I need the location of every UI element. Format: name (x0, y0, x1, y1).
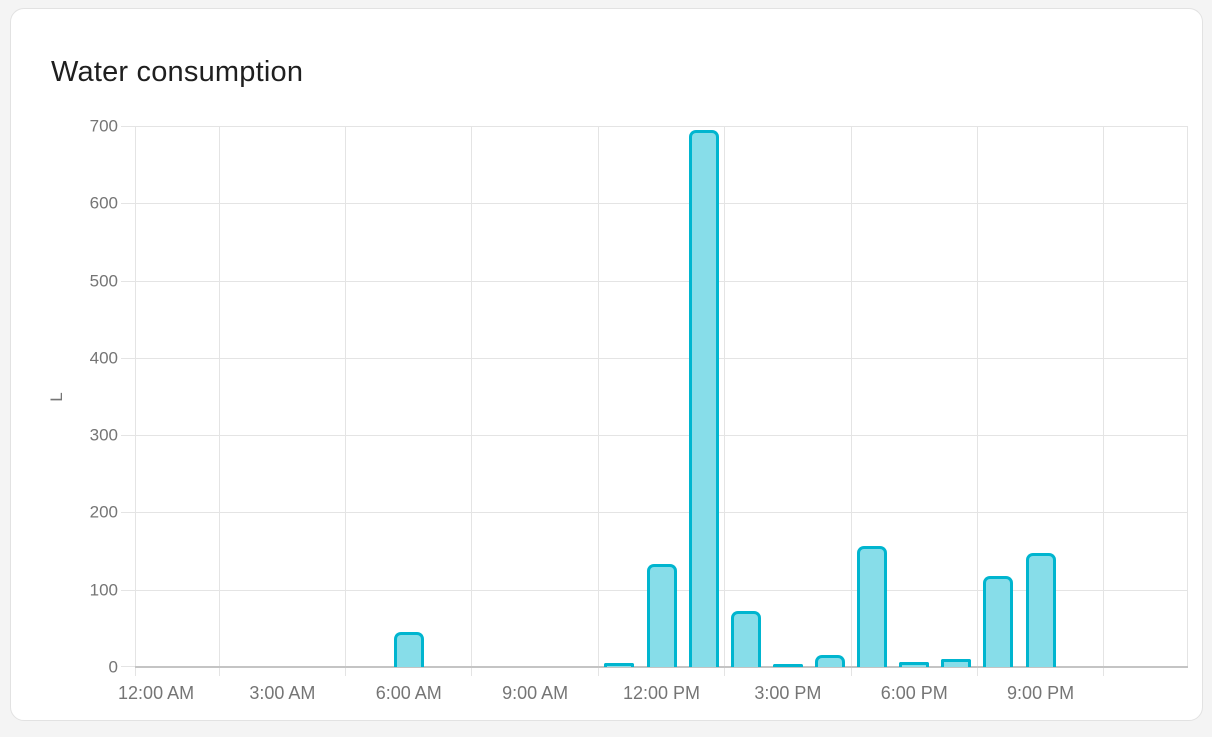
x-gridline (218, 126, 220, 676)
y-tick-mark (121, 203, 135, 205)
x-gridline (471, 126, 473, 676)
bar-hour-20[interactable] (983, 575, 1014, 667)
y-tick-label: 700 (89, 116, 118, 136)
y-tick-mark (121, 666, 135, 667)
card-title: Water consumption (51, 56, 304, 88)
bar-hour-14[interactable] (730, 610, 761, 667)
x-gridline (724, 126, 726, 676)
bar-hour-13[interactable] (688, 129, 719, 667)
y-tick-mark (121, 126, 135, 127)
y-gridline (135, 357, 1188, 359)
x-axis-line (135, 666, 1188, 668)
y-tick-mark (121, 589, 135, 591)
x-tick-label: 9:00 PM (1007, 683, 1075, 703)
y-tick-mark (121, 357, 135, 359)
x-gridline (850, 126, 852, 676)
y-gridline (135, 280, 1188, 282)
x-gridline (1103, 126, 1105, 676)
bar-hour-6[interactable] (393, 632, 424, 667)
x-gridline (976, 126, 978, 676)
y-tick-mark (121, 280, 135, 282)
x-tick-label: 12:00 PM (622, 683, 701, 703)
x-gridline (597, 126, 599, 676)
bar-hour-18[interactable] (899, 661, 930, 667)
y-gridline (135, 126, 1188, 127)
x-tick-label: 3:00 PM (754, 683, 822, 703)
water-consumption-card: Water consumption L 0 100 200 300 400 500 600 7… (10, 8, 1203, 721)
y-tick-label: 100 (89, 580, 118, 600)
y-tick-label: 300 (89, 425, 118, 445)
bar-hour-12[interactable] (646, 564, 677, 667)
water-consumption-chart[interactable]: 0 100 200 300 400 500 600 700 12:00 AM 3:00 AM 6:0… (90, 118, 1188, 703)
x-tick-label: 6:00 PM (880, 683, 948, 703)
plot-left-edge-line (135, 126, 136, 676)
x-tick-label: 9:00 AM (502, 683, 569, 703)
bar-hour-11[interactable] (604, 663, 635, 667)
y-gridline (135, 512, 1188, 514)
y-tick-label: 200 (89, 502, 118, 522)
y-tick-label: 0 (108, 657, 118, 677)
y-tick-mark (121, 435, 135, 437)
x-tick-label: 12:00 AM (118, 683, 195, 703)
y-tick-mark (121, 512, 135, 514)
y-axis-title: L (47, 392, 66, 402)
y-tick-label: 500 (89, 271, 118, 291)
bar-hour-21[interactable] (1025, 552, 1056, 667)
y-tick-label: 400 (89, 348, 118, 368)
x-gridline (345, 126, 347, 676)
bar-hour-19[interactable] (941, 659, 972, 667)
y-gridline (135, 435, 1188, 437)
bar-hour-15[interactable] (772, 664, 803, 667)
bar-hour-16[interactable] (814, 654, 845, 667)
y-gridline (135, 203, 1188, 205)
x-tick-label: 3:00 AM (249, 683, 316, 703)
bar-hour-17[interactable] (857, 545, 888, 667)
plot-right-edge-line (1187, 126, 1188, 667)
y-tick-label: 600 (89, 193, 118, 213)
x-tick-label: 6:00 AM (375, 683, 442, 703)
